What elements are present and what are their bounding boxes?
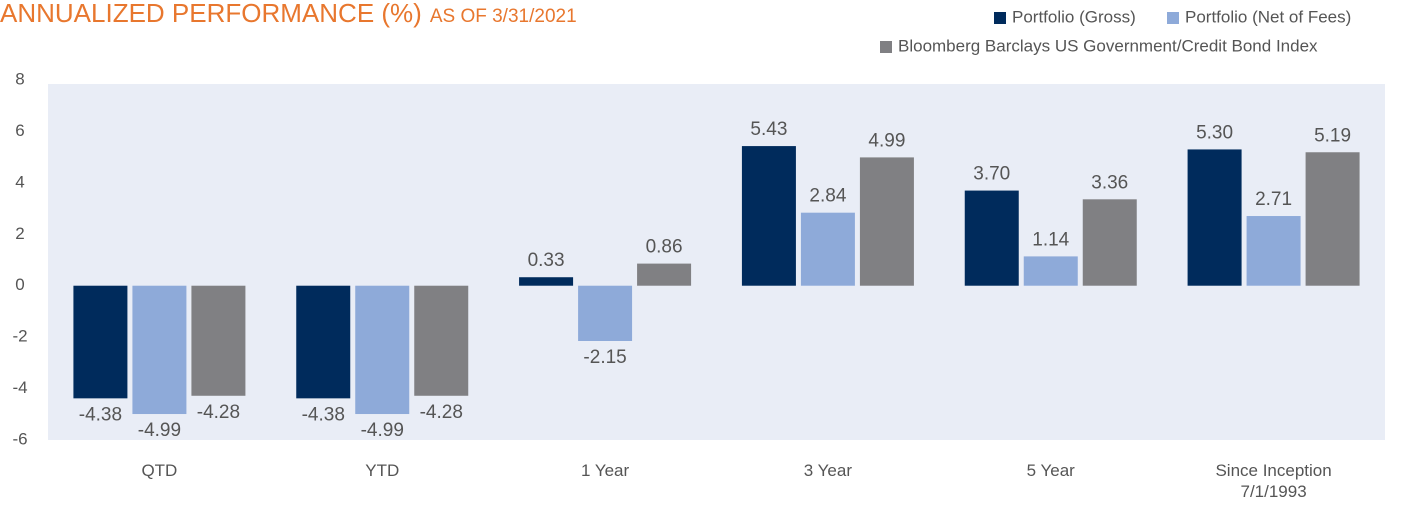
bar bbox=[1082, 199, 1137, 286]
bar bbox=[191, 285, 246, 396]
legend-label: Portfolio (Net of Fees) bbox=[1185, 7, 1351, 26]
bar bbox=[800, 212, 855, 286]
data-label: 2.71 bbox=[1255, 189, 1292, 210]
data-label: 5.43 bbox=[750, 119, 787, 140]
legend-swatch bbox=[1167, 12, 1179, 24]
legend-label: Bloomberg Barclays US Government/Credit … bbox=[898, 36, 1318, 55]
y-tick-label: 6 bbox=[15, 121, 24, 140]
bar bbox=[637, 263, 692, 286]
data-label: -4.28 bbox=[420, 402, 463, 423]
data-label: 3.70 bbox=[973, 164, 1010, 185]
x-tick-label: 1 Year bbox=[580, 461, 630, 480]
data-label: -4.99 bbox=[138, 420, 181, 441]
bar bbox=[519, 277, 574, 286]
legend-swatch bbox=[880, 41, 892, 53]
data-label: -4.99 bbox=[361, 420, 404, 441]
bar bbox=[73, 285, 128, 399]
y-tick-label: -2 bbox=[12, 327, 27, 346]
x-tick-label: Since Inception 7/1/1993 bbox=[1215, 461, 1332, 501]
y-tick-label: 0 bbox=[15, 275, 24, 294]
data-label: -2.15 bbox=[583, 347, 626, 368]
data-label: 1.14 bbox=[1032, 229, 1069, 250]
data-label: -4.28 bbox=[197, 402, 240, 423]
data-label: 4.99 bbox=[868, 130, 905, 151]
data-label: -4.38 bbox=[79, 404, 122, 425]
data-label: 5.19 bbox=[1314, 125, 1351, 146]
chart-subtitle: AS OF 3/31/2021 bbox=[430, 6, 577, 27]
y-tick-label: 2 bbox=[15, 224, 24, 243]
chart-title: ANNUALIZED PERFORMANCE (%) bbox=[0, 0, 422, 28]
bar bbox=[1305, 152, 1360, 286]
data-label: 0.33 bbox=[528, 250, 565, 271]
bar bbox=[741, 146, 796, 286]
bar bbox=[1187, 149, 1242, 286]
legend-swatch bbox=[994, 12, 1006, 24]
y-tick-label: 4 bbox=[15, 172, 24, 191]
data-label: 0.86 bbox=[646, 237, 683, 258]
bar bbox=[859, 157, 914, 286]
data-label: 5.30 bbox=[1196, 122, 1233, 143]
bar bbox=[355, 285, 410, 415]
x-tick-label: YTD bbox=[365, 461, 400, 480]
data-label: -4.38 bbox=[302, 404, 345, 425]
plot-background bbox=[48, 84, 1385, 440]
bar bbox=[132, 285, 187, 415]
data-label: 2.84 bbox=[809, 186, 846, 207]
x-tick-label: QTD bbox=[141, 461, 178, 480]
bar bbox=[1246, 216, 1301, 286]
y-tick-label: -6 bbox=[12, 429, 27, 448]
bar bbox=[296, 285, 351, 399]
x-tick-label: 3 Year bbox=[803, 461, 853, 480]
bar bbox=[964, 190, 1019, 286]
y-tick-label: -4 bbox=[12, 378, 27, 397]
bar bbox=[1023, 256, 1078, 286]
y-tick-label: 8 bbox=[15, 69, 24, 88]
bar bbox=[414, 285, 469, 396]
bar bbox=[578, 285, 633, 341]
data-label: 3.36 bbox=[1091, 172, 1128, 193]
x-tick-label: 5 Year bbox=[1026, 461, 1075, 480]
legend-label: Portfolio (Gross) bbox=[1012, 7, 1136, 26]
